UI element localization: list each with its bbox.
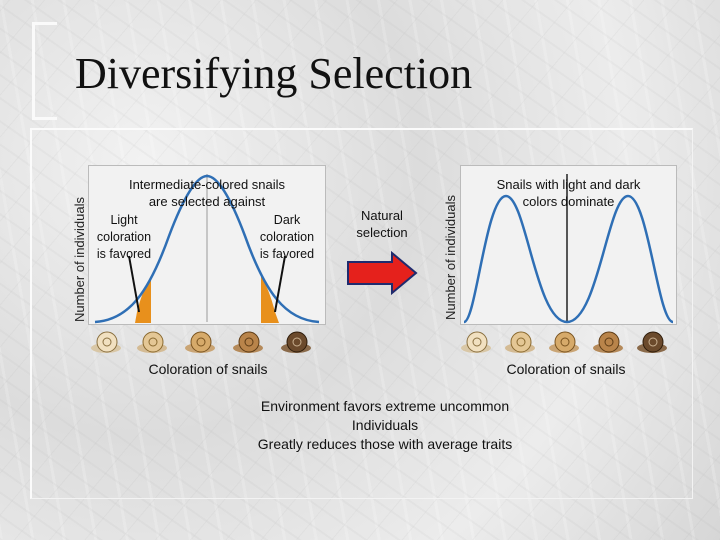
conclusion-line1: Environment favors extreme uncommon [260,398,510,414]
snail-icon [549,331,579,353]
right-note-line2: colors dominate [522,194,615,209]
snail-icon [461,331,491,353]
slide-title: Diversifying Selection [75,49,473,98]
bimodal-curve [462,194,674,324]
left-x-axis-label: Coloration of snails [148,361,268,377]
right-y-axis-label: Number of individuals [443,194,458,320]
content-frame [30,128,693,499]
conclusion-line3: Greatly reduces those with average trait… [257,436,513,452]
right-note-line1: Snails with light and dark [496,177,641,192]
right-x-axis-label: Coloration of snails [506,361,626,377]
decorative-bracket [32,22,57,120]
left-note-line2: are selected against [148,194,266,209]
arrow-icon [347,251,418,295]
dark-label-3: is favored [259,247,315,261]
conclusion-text: Environment favors extreme uncommon Indi… [200,397,570,454]
arrow-label-2: selection [356,225,408,240]
light-label-3: is favored [96,247,152,261]
dark-pointer [274,255,286,313]
dark-label-2: coloration [259,230,315,244]
left-note-line1: Intermediate-colored snails [128,177,286,192]
snail-icon [637,331,667,353]
arrow-label-1: Natural [361,208,403,223]
left-graph-panel: Intermediate-colored snails are selected… [88,165,326,325]
snail-icon [91,331,121,353]
natural-selection-arrow [347,251,418,295]
light-pointer [128,255,140,313]
right-graph [462,174,674,324]
dark-label-1: Dark [273,213,301,227]
right-snail-row [461,331,667,353]
conclusion-line2: Individuals [351,417,419,433]
snail-icon [137,331,167,353]
snail-icon [505,331,535,353]
left-y-axis-label: Number of individuals [72,196,87,322]
light-label-2: coloration [96,230,152,244]
bell-curve [94,174,320,324]
right-graph-panel: Snails with light and dark colors domina… [460,165,677,325]
left-graph [94,174,320,324]
left-snail-row [91,331,311,353]
snail-icon [281,331,311,353]
snail-icon [185,331,215,353]
light-label-1: Light [110,213,138,227]
snail-icon [233,331,263,353]
snail-icon [593,331,623,353]
